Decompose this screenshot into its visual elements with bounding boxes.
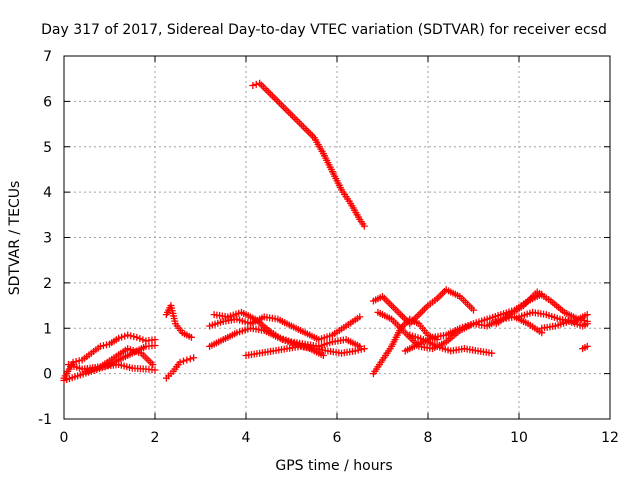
data-point — [133, 333, 141, 341]
data-point — [118, 333, 126, 341]
series-sat-k — [210, 308, 327, 359]
data-point — [351, 347, 359, 355]
data-point — [186, 355, 194, 363]
y-axis-label: SDTVAR / TECUs — [7, 181, 23, 296]
data-point — [99, 342, 107, 350]
data-point — [151, 336, 159, 344]
data-point — [149, 361, 157, 369]
data-point — [360, 345, 368, 353]
data-point — [151, 341, 159, 349]
data-point — [357, 345, 365, 353]
data-point — [127, 332, 135, 340]
data-point — [580, 317, 588, 325]
data-point — [356, 313, 364, 321]
series-sat-p — [406, 331, 496, 357]
data-point — [130, 333, 138, 341]
series-sat-d — [83, 345, 157, 375]
y-tick-label: 2 — [43, 276, 52, 292]
y-tick-label: 1 — [43, 321, 52, 337]
y-tick-label: 5 — [43, 140, 52, 156]
data-point — [190, 354, 198, 362]
series-sat-t — [579, 342, 591, 353]
data-point — [354, 346, 362, 354]
series-sat-e — [162, 302, 195, 341]
data-point — [583, 320, 591, 328]
data-point — [356, 342, 364, 350]
series-sat-s — [538, 317, 591, 332]
data-point — [252, 80, 260, 88]
data-point — [121, 332, 129, 340]
data-point — [360, 222, 368, 230]
y-tick-label: 3 — [43, 231, 52, 247]
series-sat-l — [369, 286, 477, 328]
x-tick-label: 2 — [151, 430, 160, 446]
x-tick-label: 0 — [60, 430, 69, 446]
chart-title: Day 317 of 2017, Sidereal Day-to-day VTE… — [41, 22, 607, 38]
data-series — [60, 79, 591, 384]
data-point — [249, 81, 257, 89]
data-point — [583, 342, 591, 350]
series-sat-q — [492, 288, 591, 328]
series-sat-r — [515, 308, 591, 325]
y-tick-label: -1 — [38, 412, 52, 428]
grid — [64, 56, 610, 419]
x-tick-label: 4 — [242, 430, 251, 446]
x-tick-label: 6 — [333, 430, 342, 446]
y-tick-label: 6 — [43, 94, 52, 110]
data-point — [96, 342, 104, 350]
series-sat-o — [401, 313, 546, 355]
data-point — [139, 336, 147, 344]
x-tick-label: 8 — [424, 430, 433, 446]
data-point — [583, 311, 591, 319]
data-point — [75, 357, 83, 365]
series-sat-f — [162, 354, 198, 382]
x-axis-label: GPS time / hours — [275, 458, 392, 474]
x-tick-label: 12 — [601, 430, 619, 446]
y-tick-label: 4 — [43, 185, 52, 201]
data-point — [183, 356, 191, 364]
data-point — [136, 335, 144, 343]
data-point — [124, 331, 132, 339]
data-point — [187, 333, 195, 341]
y-tick-label: 0 — [43, 367, 52, 383]
data-point — [470, 306, 477, 314]
data-point — [179, 357, 187, 365]
series-sat-g — [249, 79, 368, 230]
x-tick-label: 10 — [510, 430, 528, 446]
data-point — [115, 334, 123, 342]
data-point — [151, 366, 159, 374]
data-point — [176, 358, 184, 366]
data-point — [488, 349, 496, 357]
data-point — [319, 351, 327, 359]
y-tick-label: 7 — [43, 49, 52, 65]
data-point — [102, 341, 110, 349]
